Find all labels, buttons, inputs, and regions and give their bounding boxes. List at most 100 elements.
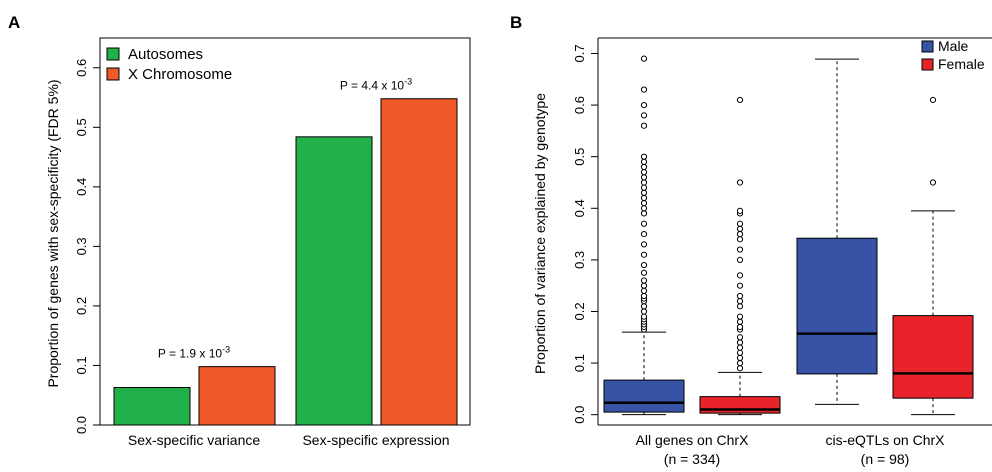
y-tick-label-b: 0.4	[572, 199, 587, 217]
legend-swatch-a	[106, 67, 120, 81]
x-group-sublabel: (n = 98)	[861, 451, 910, 467]
panel-a-chart: 0.0 0.1 0.2 0.3 0.4 0.5 0.6 Proportion of genes…	[45, 37, 471, 448]
outlier-point	[736, 354, 744, 362]
y-tick-label-a: 0.2	[74, 297, 89, 315]
outlier-point	[640, 184, 648, 191]
y-tick-label-a: 0.5	[74, 118, 89, 136]
bar	[198, 366, 276, 426]
legend-label-a: Autosomes	[128, 46, 203, 63]
outlier-point	[640, 261, 648, 269]
x-group-label: cis-eQTLs on ChrX	[825, 432, 945, 448]
bar	[295, 136, 373, 426]
outlier-point	[640, 158, 648, 165]
outlier-point	[640, 313, 648, 320]
y-tick-label-a: 0.0	[74, 416, 89, 434]
outlier-point	[929, 96, 937, 104]
outlier-point	[736, 349, 744, 356]
outlier-point	[640, 277, 648, 284]
outlier-point	[640, 174, 648, 181]
panel-b-label: B	[510, 13, 522, 32]
outlier-point	[736, 313, 744, 320]
outlier-point	[736, 339, 744, 346]
outlier-point	[640, 55, 648, 62]
outlier-point	[640, 287, 648, 294]
legend-label-a: X Chromosome	[128, 66, 232, 83]
y-tick-label-b: 0.1	[572, 354, 587, 372]
outlier-point	[929, 179, 937, 186]
legend-label-b: Male	[938, 38, 969, 54]
outlier-point	[640, 163, 648, 171]
outlier-point	[736, 96, 744, 104]
bar	[380, 98, 458, 426]
outlier-point	[640, 251, 648, 258]
outlier-point	[736, 298, 744, 305]
p-value-annotation: P = 1.9 x 10-3	[158, 345, 230, 361]
outlier-point	[736, 323, 744, 331]
outlier-point	[640, 153, 648, 160]
outlier-point	[736, 303, 744, 310]
outlier-point	[640, 292, 648, 300]
bar	[113, 386, 191, 426]
p-value-annotation: P = 4.4 x 10-3	[340, 77, 412, 93]
outlier-point	[736, 246, 744, 253]
y-axis-label-a: Proportion of genes with sex-specificity…	[45, 79, 61, 387]
x-category-label: Sex-specific variance	[128, 432, 260, 448]
x-group-sublabel: (n = 334)	[664, 451, 720, 467]
outlier-point	[640, 269, 648, 276]
outlier-point	[736, 236, 744, 243]
outlier-point	[736, 359, 744, 367]
y-tick-label-a: 0.3	[74, 237, 89, 255]
y-tick-label-b: 0.6	[572, 96, 587, 114]
y-tick-label-b: 0.2	[572, 302, 587, 320]
outlier-point	[736, 179, 744, 186]
panel-a-label: A	[8, 13, 20, 32]
outlier-point	[640, 200, 648, 207]
outlier-point	[736, 225, 744, 233]
box	[796, 237, 878, 375]
outlier-point	[640, 112, 648, 119]
legend-label-b: Female	[938, 56, 985, 72]
outlier-point	[640, 282, 648, 289]
outlier-point	[640, 230, 648, 238]
outlier-point	[736, 334, 744, 341]
outlier-point	[640, 205, 648, 212]
plot-frame-a	[99, 37, 471, 426]
y-tick-label-a: 0.1	[74, 356, 89, 374]
outlier-point	[640, 303, 648, 310]
outlier-point	[736, 272, 744, 279]
y-axis-label-b: Proportion of variance explained by geno…	[532, 93, 548, 374]
x-group-label: All genes on ChrX	[636, 432, 750, 448]
y-tick-label-a: 0.6	[74, 59, 89, 77]
outlier-point	[640, 101, 648, 109]
outlier-point	[640, 308, 648, 315]
box	[603, 379, 685, 413]
y-tick-label-a: 0.4	[74, 178, 89, 196]
outlier-point	[736, 292, 744, 300]
outlier-point	[736, 220, 744, 227]
legend-swatch-a	[106, 47, 120, 61]
y-tick-label-b: 0.5	[572, 148, 587, 166]
y-tick-label-b: 0.7	[572, 44, 587, 62]
legend-swatch-b	[921, 58, 934, 71]
outlier-point	[640, 220, 648, 227]
box	[892, 315, 974, 399]
y-tick-label-b: 0.3	[572, 251, 587, 269]
outlier-point	[640, 86, 648, 93]
outlier-point	[640, 194, 648, 202]
outlier-point	[736, 256, 744, 263]
legend-swatch-b	[921, 40, 934, 53]
outlier-point	[736, 365, 744, 372]
outlier-point	[640, 169, 648, 176]
outlier-point	[736, 207, 744, 214]
outlier-point	[736, 318, 744, 325]
outlier-point	[736, 344, 744, 351]
x-category-label: Sex-specific expression	[302, 432, 449, 448]
outlier-point	[640, 122, 648, 129]
outlier-point	[736, 230, 744, 238]
y-tick-label-b: 0.0	[572, 406, 587, 424]
outlier-point	[736, 282, 744, 289]
panel-b-chart: 0.0 0.1 0.2 0.3 0.4 0.5 0.6 0.7 Proportion of va…	[532, 37, 992, 467]
outlier-point	[640, 210, 648, 217]
outlier-point	[640, 241, 648, 248]
